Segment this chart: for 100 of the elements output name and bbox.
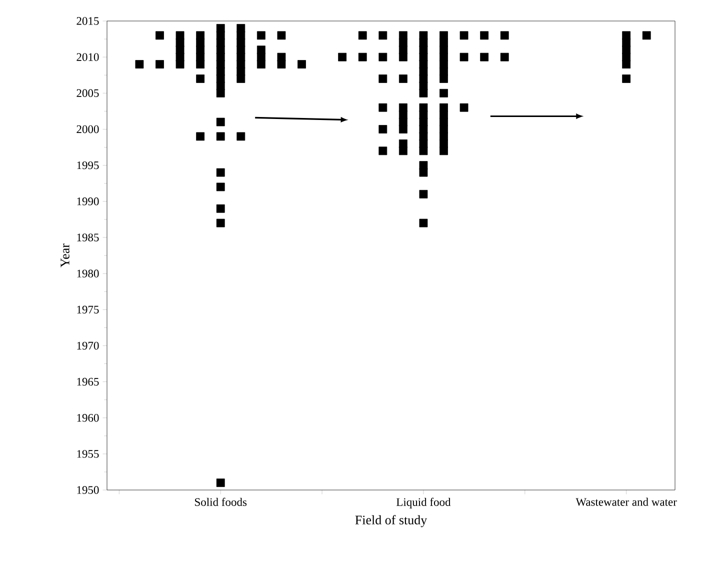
point <box>277 60 286 68</box>
point <box>236 74 246 83</box>
point <box>196 74 205 83</box>
point <box>176 60 184 68</box>
point <box>460 52 468 62</box>
point <box>216 118 225 126</box>
point <box>419 31 428 40</box>
point <box>419 168 428 177</box>
point <box>216 218 225 228</box>
point <box>216 182 225 192</box>
point <box>256 31 266 40</box>
point <box>216 88 225 98</box>
point <box>398 125 408 134</box>
point <box>440 88 448 98</box>
point <box>236 31 246 40</box>
y-tick-label: 2000 <box>76 125 99 134</box>
point <box>440 118 448 126</box>
y-tick-label: 1995 <box>77 161 99 170</box>
point <box>398 31 408 40</box>
point <box>256 60 266 68</box>
y-tick-label: 2010 <box>76 53 99 61</box>
point <box>176 52 184 62</box>
point <box>419 52 428 62</box>
point <box>419 132 428 141</box>
point <box>378 103 388 112</box>
point <box>398 74 408 83</box>
point <box>419 67 428 76</box>
point <box>236 132 246 141</box>
point <box>216 67 225 76</box>
y-tick-label: 1985 <box>77 234 99 242</box>
point <box>298 60 306 68</box>
y-tick-label: 1965 <box>77 378 99 386</box>
point <box>236 67 246 76</box>
point <box>216 168 225 177</box>
point <box>440 132 448 141</box>
point <box>622 52 631 62</box>
point <box>419 218 428 228</box>
point <box>196 132 205 141</box>
point <box>398 52 408 62</box>
y-tick-label: 1950 <box>77 486 99 494</box>
y-tick-label: 1970 <box>77 342 99 350</box>
point <box>216 204 225 213</box>
point <box>622 31 631 40</box>
point <box>460 103 468 112</box>
point <box>460 31 468 40</box>
point <box>440 74 448 83</box>
y-tick-label: 1955 <box>77 450 99 458</box>
point <box>216 478 225 487</box>
point <box>156 60 164 68</box>
point <box>622 60 631 68</box>
point <box>419 88 428 98</box>
y-axis-title: Year <box>60 244 70 268</box>
point <box>419 118 428 126</box>
point <box>440 52 448 62</box>
y-tick-label: 1960 <box>77 414 99 422</box>
point <box>440 146 448 156</box>
point <box>378 31 388 40</box>
point <box>642 31 651 40</box>
point <box>419 146 428 156</box>
point <box>440 31 448 40</box>
point <box>358 31 367 40</box>
x-tick-label: Wastewater and water <box>576 498 677 506</box>
point <box>622 74 631 83</box>
point <box>500 31 509 40</box>
point <box>277 31 286 40</box>
point <box>256 52 266 62</box>
point <box>500 52 509 62</box>
y-tick-label: 1980 <box>77 270 99 278</box>
point <box>196 52 205 62</box>
point <box>398 118 408 126</box>
point <box>156 31 164 40</box>
point <box>419 82 428 90</box>
x-tick-label: Liquid food <box>396 498 451 508</box>
x-tick-label: Solid foods <box>195 498 247 506</box>
point <box>398 146 408 156</box>
point <box>480 52 489 62</box>
point <box>277 52 286 62</box>
x-axis-title: Field of study <box>355 515 428 528</box>
point <box>216 82 225 90</box>
y-tick-label: 2005 <box>76 89 99 98</box>
y-tick-label: 1975 <box>77 306 99 314</box>
point <box>378 74 388 83</box>
point <box>378 146 388 156</box>
point <box>216 132 225 141</box>
point <box>196 31 205 40</box>
point <box>440 67 448 76</box>
point <box>378 52 388 62</box>
point <box>196 60 205 68</box>
point <box>216 52 225 62</box>
point <box>176 31 184 40</box>
y-tick-label: 1990 <box>77 198 99 206</box>
point <box>135 60 144 68</box>
point <box>338 52 347 62</box>
point <box>358 52 367 62</box>
point <box>480 31 489 40</box>
y-tick-label: 2015 <box>76 17 99 25</box>
point <box>419 190 428 198</box>
point <box>378 125 388 134</box>
point <box>236 52 246 62</box>
point <box>216 31 225 40</box>
